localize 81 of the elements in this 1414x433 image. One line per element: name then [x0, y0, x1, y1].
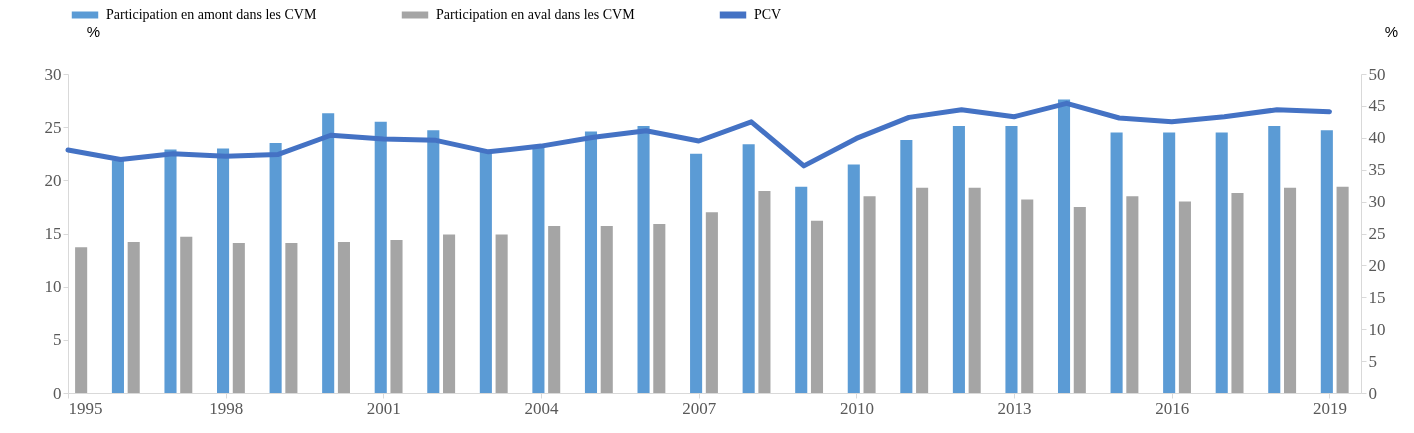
- bar: [690, 153, 703, 393]
- y-tick-label: 5: [53, 330, 62, 350]
- bar: [479, 151, 492, 393]
- bar: [916, 187, 929, 393]
- bar: [374, 121, 387, 393]
- y2-axis-title: %: [1384, 22, 1399, 40]
- y2-tick-label: 35: [1368, 160, 1386, 180]
- bar: [1163, 132, 1176, 393]
- bar: [810, 220, 824, 393]
- bar: [584, 131, 598, 393]
- bar: [495, 234, 508, 393]
- y2-tick-label: 25: [1368, 224, 1386, 243]
- bar: [600, 226, 613, 393]
- bar: [443, 234, 456, 393]
- bar: [269, 143, 282, 393]
- bar: [1231, 193, 1244, 393]
- legend-label: Participation en aval dans les CVM: [436, 7, 636, 22]
- bar: [637, 126, 650, 393]
- bar: [1336, 186, 1349, 393]
- bar: [532, 145, 545, 393]
- bar: [232, 243, 245, 393]
- bar: [1005, 126, 1018, 393]
- bar: [111, 160, 124, 393]
- bar: [795, 186, 808, 393]
- x-tick-label: 2007: [682, 398, 717, 418]
- y2-tick-label: 15: [1368, 287, 1386, 307]
- x-tick-label: 2010: [839, 398, 874, 418]
- x-tick-label: 1998: [209, 398, 244, 418]
- y-tick-label: 15: [44, 224, 62, 243]
- bar: [968, 187, 981, 393]
- bar: [180, 236, 193, 393]
- y2-tick-label: 45: [1368, 96, 1386, 116]
- bar: [285, 243, 298, 393]
- bar: [1320, 130, 1333, 393]
- bar: [758, 190, 771, 393]
- bar: [164, 149, 177, 393]
- bar: [653, 223, 666, 393]
- bar: [1073, 206, 1086, 393]
- bar: [1057, 99, 1071, 393]
- bar: [1178, 201, 1191, 393]
- bar: [427, 130, 440, 393]
- bar: [127, 242, 140, 393]
- x-tick-label: 2013: [997, 398, 1032, 418]
- bar: [217, 148, 230, 393]
- bar: [742, 144, 755, 393]
- bar: [1284, 187, 1297, 393]
- y2-tick-label: 0: [1368, 383, 1377, 403]
- bar: [952, 126, 965, 393]
- bar: [1215, 132, 1228, 393]
- bar: [900, 139, 913, 393]
- bar: [390, 239, 403, 393]
- bar: [705, 212, 718, 393]
- y2-tick-label: 50: [1368, 64, 1386, 84]
- y2-tick-label: 20: [1368, 255, 1386, 275]
- y-tick-label: 0: [53, 383, 62, 403]
- bar: [863, 196, 876, 393]
- x-tick-label: 2019: [1312, 398, 1347, 418]
- bar: [75, 247, 88, 393]
- bar: [322, 113, 335, 393]
- bar: [1268, 126, 1281, 393]
- y2-tick-label: 40: [1368, 128, 1386, 148]
- y-tick-label: 10: [44, 277, 62, 297]
- y2-tick-label: 10: [1368, 319, 1386, 339]
- legend-label: PCV: [754, 7, 782, 22]
- x-tick-label: 2016: [1155, 398, 1190, 418]
- y-axis-title: %: [86, 22, 101, 40]
- bar: [337, 242, 350, 393]
- y-tick-label: 25: [44, 117, 62, 137]
- bar: [1021, 199, 1034, 393]
- y-tick-label: 30: [44, 64, 62, 84]
- y2-tick-label: 30: [1368, 192, 1386, 212]
- x-tick-label: 2001: [366, 398, 401, 418]
- x-tick-label: 2004: [524, 398, 560, 418]
- y2-tick-label: 5: [1368, 351, 1377, 371]
- bar: [1126, 196, 1139, 393]
- bar: [847, 164, 860, 393]
- bar: [548, 226, 561, 393]
- bar: [1110, 132, 1123, 393]
- y-tick-label: 20: [44, 170, 62, 190]
- x-tick-label: 1995: [68, 398, 103, 418]
- legend-label: Participation en amont dans les CVM: [106, 7, 317, 22]
